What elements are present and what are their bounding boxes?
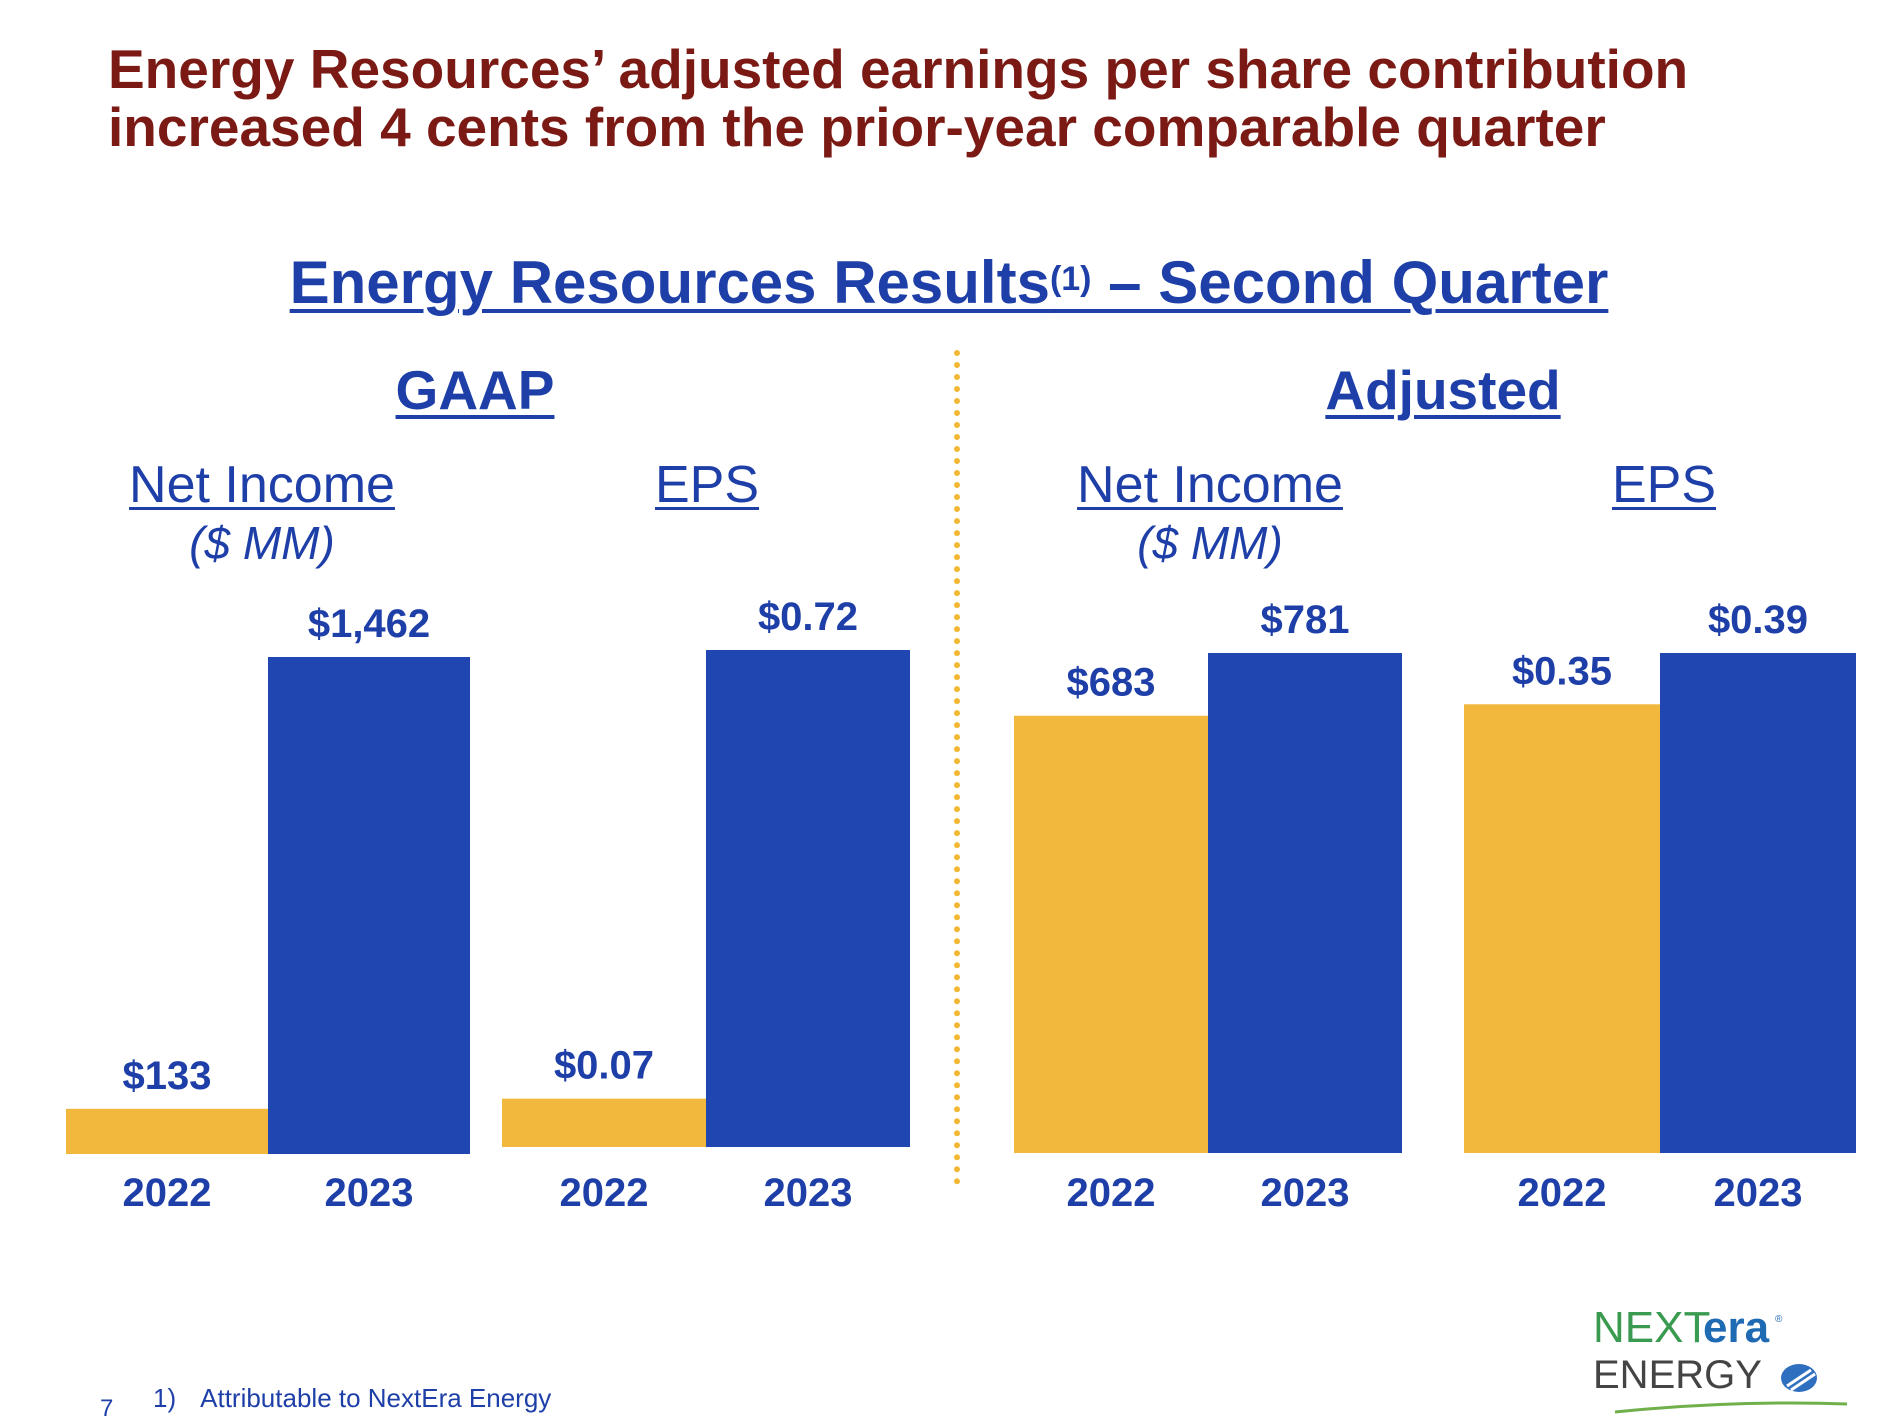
section-title-suffix: – Second Quarter <box>1091 249 1609 316</box>
section-title: Energy Resources Results(1) – Second Qua… <box>0 248 1898 318</box>
page-number: 7 <box>100 1395 114 1422</box>
section-title-main: Energy Resources Results <box>289 249 1050 316</box>
adjusted-eps-label: EPS <box>1611 456 1717 514</box>
value-label-0-2023: $1,462 <box>308 602 430 646</box>
value-label-3-2023: $0.39 <box>1708 598 1808 642</box>
logo-next: NEXT <box>1593 1303 1710 1352</box>
gaap-eps-label: EPS <box>654 456 760 514</box>
logo-registered: ® <box>1775 1314 1783 1325</box>
bar-1-2022 <box>502 1098 706 1147</box>
headline-line-1: Energy Resources’ adjusted earnings per … <box>108 38 1689 100</box>
footnote-number: 1) <box>153 1383 177 1413</box>
value-label-1-2022: $0.07 <box>554 1044 654 1088</box>
headline: Energy Resources’ adjusted earnings per … <box>108 40 1848 156</box>
bar-0-2023 <box>268 657 470 1154</box>
adjusted-net-income-unit: ($ MM) <box>1137 517 1283 569</box>
bar-0-2022 <box>66 1108 268 1154</box>
logo-swoosh-icon <box>1614 1364 1848 1414</box>
adjusted-net-income-heading: Net Income ($ MM) <box>1077 455 1343 571</box>
footnote-text: Attributable to NextEra Energy <box>200 1383 552 1413</box>
year-label-0-2022: 2022 <box>123 1171 212 1215</box>
headline-line-2: increased 4 cents from the prior-year co… <box>108 96 1606 158</box>
adjusted-eps-heading: EPS <box>1612 455 1716 515</box>
year-label-2-2023: 2023 <box>1261 1171 1350 1215</box>
gaap-net-income-heading: Net Income ($ MM) <box>129 455 395 571</box>
logo-energy: ENERGY <box>1593 1353 1762 1397</box>
bar-3-2023 <box>1660 653 1856 1153</box>
gaap-heading: GAAP <box>395 359 555 421</box>
year-label-0-2023: 2023 <box>325 1171 414 1215</box>
value-label-1-2023: $0.72 <box>758 595 858 639</box>
bar-2-2022 <box>1014 715 1208 1153</box>
gaap-eps-heading: EPS <box>655 455 759 515</box>
value-label-2-2022: $683 <box>1067 661 1156 705</box>
year-label-3-2022: 2022 <box>1518 1171 1607 1215</box>
bar-3-2022 <box>1464 704 1660 1153</box>
value-label-3-2022: $0.35 <box>1512 649 1612 693</box>
nextera-energy-logo: NEXT era ® ENERGY <box>1593 1303 1848 1414</box>
gaap-net-income-label: Net Income <box>129 456 395 514</box>
footnote-ref: (1) <box>1049 260 1092 298</box>
value-label-0-2022: $133 <box>123 1054 212 1098</box>
year-label-1-2022: 2022 <box>560 1171 649 1215</box>
adjusted-heading: Adjusted <box>1325 359 1561 421</box>
bar-2-2023 <box>1208 653 1402 1153</box>
year-label-3-2023: 2023 <box>1714 1171 1803 1215</box>
logo-era: era <box>1703 1303 1770 1352</box>
year-label-1-2023: 2023 <box>764 1171 853 1215</box>
footnote: 1) Attributable to NextEra Energy <box>153 1383 551 1414</box>
value-label-2-2023: $781 <box>1261 598 1350 642</box>
year-label-2-2022: 2022 <box>1067 1171 1156 1215</box>
section-divider <box>954 350 960 1185</box>
gaap-net-income-unit: ($ MM) <box>189 517 335 569</box>
adjusted-net-income-label: Net Income <box>1077 456 1343 514</box>
bar-1-2023 <box>706 650 910 1147</box>
